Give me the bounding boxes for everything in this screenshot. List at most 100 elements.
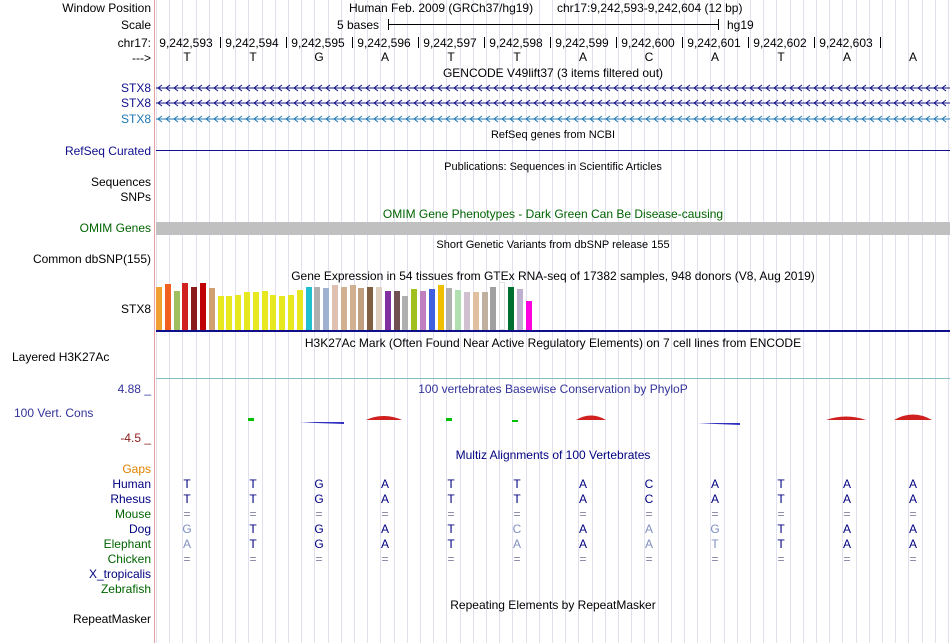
gtex-tissue-bar[interactable] [156,287,162,330]
window-position-label: Window Position [62,1,151,15]
gtex-tissue-bar[interactable] [279,296,286,330]
alignment-base: G [314,492,324,506]
gencode-transcript-1[interactable] [156,82,950,94]
species-label-x_tropicalis[interactable]: X_tropicalis [88,567,151,581]
gtex-tissue-bar[interactable] [261,291,268,330]
snps-label[interactable]: SNPs [120,190,151,204]
common-dbsnp-label[interactable]: Common dbSNP(155) [32,252,151,266]
gtex-tissue-bar[interactable] [490,287,497,330]
scale-bar-right-tick [718,19,719,30]
alignment-base: = [777,552,785,566]
species-label-human[interactable]: Human [112,477,151,491]
h3k27ac-label[interactable]: Layered H3K27Ac [12,350,110,364]
gtex-tissue-bar[interactable] [208,288,215,330]
gtex-tissue-bar[interactable] [420,291,426,330]
gencode-transcript-3[interactable] [156,113,950,125]
gtex-tissue-bar[interactable] [340,287,347,330]
gtex-tissue-bar[interactable] [516,289,523,330]
gtex-expression-bars[interactable] [156,282,950,330]
gtex-tissue-bar[interactable] [182,283,189,330]
gtex-tissue-bar[interactable] [173,291,180,330]
gtex-tissue-bar[interactable] [437,285,444,330]
gene-label-stx8-3[interactable]: STX8 [120,112,151,126]
gtex-tissue-bar[interactable] [525,301,532,330]
omim-phenotype-bar[interactable] [156,222,950,235]
gene-label-stx8-1[interactable]: STX8 [120,81,151,95]
gtex-tissue-bar[interactable] [270,295,277,330]
gtex-tissue-bar[interactable] [499,282,506,330]
species-label-dog[interactable]: Dog [128,522,151,536]
alignment-base: A [644,522,653,536]
gtex-tissue-bar[interactable] [481,292,488,330]
gtex-tissue-bar[interactable] [455,290,462,330]
gtex-tissue-bar[interactable] [288,295,294,330]
chrom-label: chr17: [117,36,151,50]
gtex-tissue-bar[interactable] [358,288,365,330]
grid-line [697,0,698,643]
cons-track-label[interactable]: 100 Vert. Cons [14,406,94,420]
gtex-gene-label[interactable]: STX8 [120,302,151,316]
species-label-mouse[interactable]: Mouse [114,507,151,521]
gtex-tissue-bar[interactable] [349,285,356,330]
alignment-base: A [842,537,851,551]
gtex-tissue-bar[interactable] [252,292,259,330]
alignment-base: T [513,477,521,491]
refseq-transcript-line[interactable] [156,150,950,151]
alignment-base: G [314,477,324,491]
gencode-transcript-2[interactable] [156,97,950,109]
gtex-tissue-bar[interactable] [446,288,453,330]
gtex-tissue-bar[interactable] [367,287,374,330]
alignment-base: A [182,537,191,551]
gtex-tissue-bar[interactable] [376,287,382,330]
gtex-tissue-bar[interactable] [332,285,338,330]
alignment-base: = [381,507,389,521]
gtex-tissue-bar[interactable] [226,296,233,330]
gene-label-stx8-2[interactable]: STX8 [120,96,151,110]
gtex-tissue-bar[interactable] [323,288,330,330]
alignment-base: = [513,552,521,566]
gtex-tissue-bar[interactable] [464,292,470,330]
omim-genes-label[interactable]: OMIM Genes [79,221,151,235]
gtex-tissue-bar[interactable] [191,287,198,330]
gtex-tissue-bar[interactable] [384,291,391,330]
alignment-base: T [711,537,719,551]
gtex-tissue-bar[interactable] [244,292,250,330]
gtex-tissue-bar[interactable] [164,284,171,330]
alignment-base: T [777,477,785,491]
track-data-panel[interactable]: Human Feb. 2009 (GRCh37/hg19) chr17:9,24… [156,0,950,643]
gtex-tissue-bar[interactable] [411,289,418,330]
alignment-base: A [908,537,917,551]
gtex-tissue-bar[interactable] [393,291,400,330]
gtex-tissue-bar[interactable] [305,287,312,330]
gtex-tissue-bar[interactable] [200,283,206,330]
species-label-rhesus[interactable]: Rhesus [110,492,151,506]
base-letter: T [249,50,257,64]
base-letter: T [513,50,521,64]
grid-line [671,0,672,643]
gtex-tissue-bar[interactable] [472,292,479,330]
gtex-tissue-bar[interactable] [296,290,303,330]
gtex-gene-model-line [156,330,950,332]
alignment-base: T [447,522,455,536]
gtex-tissue-bar[interactable] [508,287,514,330]
base-letter: T [183,50,191,64]
grid-line [552,0,553,643]
gtex-tissue-bar[interactable] [314,287,321,330]
gtex-tissue-bar[interactable] [428,289,435,330]
gtex-tissue-bar[interactable] [235,295,242,330]
refseq-curated-label[interactable]: RefSeq Curated [64,144,151,158]
alignment-base: = [843,552,851,566]
grid-line [803,0,804,643]
species-label-zebrafish[interactable]: Zebrafish [100,582,151,596]
repeatmasker-label[interactable]: RepeatMasker [72,612,151,626]
species-label-elephant[interactable]: Elephant [103,537,151,551]
sequences-label[interactable]: Sequences [90,175,151,189]
phylop-mark-6 [576,415,606,420]
gtex-tissue-bar[interactable] [217,296,224,330]
grid-line [948,0,949,643]
gtex-tissue-bar[interactable] [402,296,409,330]
species-label-chicken[interactable]: Chicken [107,552,151,566]
phylop-conservation-plot[interactable] [156,405,950,435]
grid-line [790,0,791,643]
alignment-base: = [447,552,455,566]
